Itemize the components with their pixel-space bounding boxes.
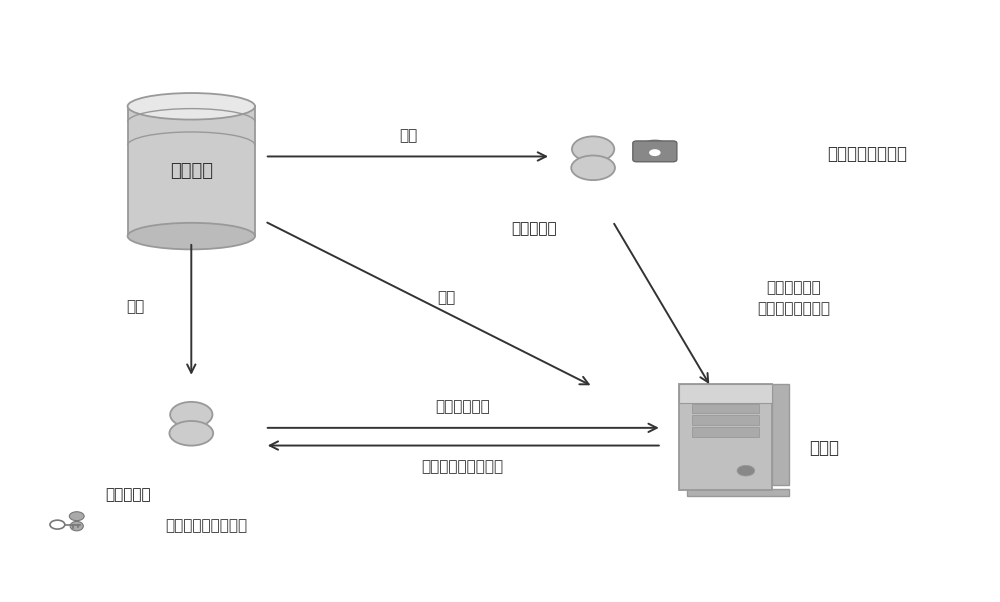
FancyBboxPatch shape — [772, 383, 789, 485]
Circle shape — [572, 137, 614, 162]
Ellipse shape — [70, 521, 83, 531]
FancyBboxPatch shape — [687, 489, 789, 496]
Text: 服务器: 服务器 — [809, 439, 839, 458]
FancyBboxPatch shape — [679, 383, 772, 490]
Text: 数据使用者: 数据使用者 — [105, 487, 150, 502]
Text: 访问策略属性集合: 访问策略属性集合 — [828, 144, 908, 163]
Ellipse shape — [169, 421, 213, 445]
Circle shape — [737, 465, 755, 476]
Bar — [128, 107, 255, 236]
Circle shape — [649, 149, 661, 156]
FancyBboxPatch shape — [633, 141, 677, 162]
Bar — [692, 427, 759, 436]
Bar — [692, 404, 759, 414]
Bar — [679, 383, 772, 403]
Ellipse shape — [128, 223, 255, 249]
Ellipse shape — [128, 93, 255, 120]
Circle shape — [69, 512, 84, 521]
Text: 授权机构: 授权机构 — [170, 162, 213, 180]
Text: 授权: 授权 — [126, 299, 145, 314]
Ellipse shape — [571, 155, 615, 180]
Bar — [692, 415, 759, 425]
Circle shape — [170, 402, 212, 427]
Text: 下载加密文件并解密: 下载加密文件并解密 — [422, 459, 504, 474]
Text: 访问数据请求: 访问数据请求 — [435, 399, 490, 414]
Text: 加密数据文件
并上传已加密文件: 加密数据文件 并上传已加密文件 — [758, 280, 830, 316]
Text: 授权: 授权 — [399, 128, 417, 143]
Text: 数据使用者属性集合: 数据使用者属性集合 — [165, 518, 247, 533]
Text: 授权: 授权 — [437, 291, 455, 306]
Text: 数据拥有者: 数据拥有者 — [511, 222, 557, 237]
